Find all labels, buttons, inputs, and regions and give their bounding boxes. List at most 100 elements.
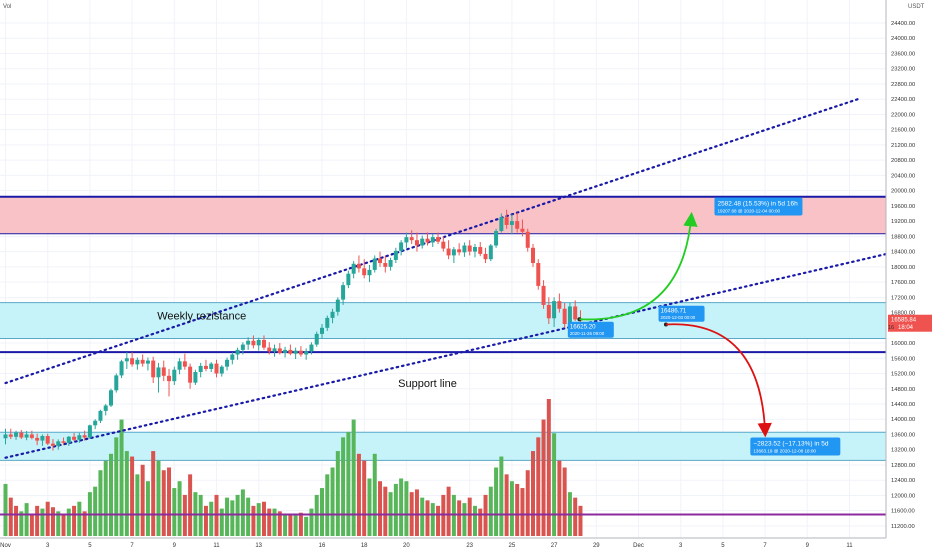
volume-bar — [141, 465, 145, 536]
volume-bar — [225, 498, 229, 536]
candle-body — [46, 436, 50, 444]
volume-bar — [120, 420, 124, 536]
candle-body — [283, 350, 287, 353]
currency-label: USDT — [908, 4, 925, 10]
volume-bar — [9, 498, 13, 536]
candle-body — [167, 376, 171, 381]
candle-body — [215, 364, 219, 374]
candle-body — [172, 370, 176, 381]
candle-body — [88, 425, 92, 437]
candle-body — [478, 247, 482, 254]
y-tick-label: 21200.00 — [891, 143, 915, 149]
candle-body — [325, 318, 329, 328]
candle-body — [410, 237, 414, 240]
volume-bar — [151, 451, 155, 536]
candle-body — [494, 231, 498, 245]
x-tick-label: 13 — [255, 543, 262, 549]
projection-label-sub: 19207.68 @ 2020-12-04 00:00 — [717, 208, 780, 213]
x-tick-label: 11 — [213, 543, 220, 549]
y-tick-label: 11600.00 — [891, 509, 915, 515]
last-price-value: 16585.84 — [891, 318, 917, 324]
candle-body — [552, 301, 556, 318]
candle-body — [209, 364, 213, 369]
volume-bar — [420, 498, 424, 536]
y-tick-label: 14800.00 — [891, 387, 915, 393]
volume-bar — [51, 507, 55, 536]
y-tick-label: 13200.00 — [891, 448, 915, 454]
volume-bar — [457, 500, 461, 536]
projection-label-sub: 13663.19 @ 2020-12-08 18:00 — [753, 449, 816, 454]
candle-body — [294, 351, 298, 354]
y-tick-label: 19200.00 — [891, 219, 915, 225]
y-tick-label: 18000.00 — [891, 265, 915, 271]
zone-rect — [0, 303, 886, 339]
volume-bar — [204, 506, 208, 536]
candle-body — [309, 345, 313, 352]
candle-body — [426, 239, 430, 243]
volume-bar — [362, 461, 366, 536]
candle-body — [563, 309, 567, 324]
candle-body — [473, 247, 477, 252]
candle-body — [278, 348, 282, 353]
candle-body — [40, 436, 44, 441]
candle-body — [357, 264, 361, 269]
candle-body — [141, 360, 145, 364]
volume-bar — [320, 488, 324, 536]
price-callout-sub: 2020-11-26 09:00 — [570, 331, 605, 336]
y-tick-label: 17200.00 — [891, 295, 915, 301]
projection-label-main: 2582.48 (15.53%) in 5d 16h — [717, 200, 798, 207]
volume-bar — [515, 484, 519, 536]
volume-bar — [46, 502, 50, 536]
candle-body — [515, 221, 519, 229]
x-tick-label: 18 — [361, 543, 368, 549]
price-callout-main: 16486.71 — [661, 308, 687, 315]
y-tick-label: 12400.00 — [891, 478, 915, 484]
candle-body — [199, 366, 203, 372]
volume-bar — [462, 503, 466, 536]
candle-body — [51, 444, 55, 446]
candle-body — [120, 361, 124, 375]
y-tick-label: 19600.00 — [891, 204, 915, 210]
candle-body — [130, 358, 134, 364]
candle-body — [288, 350, 292, 354]
candle-body — [489, 246, 493, 260]
volume-bar — [257, 503, 261, 536]
volume-bar — [230, 500, 234, 536]
volume-bar — [494, 468, 498, 537]
x-tick-label: Dec — [633, 543, 644, 549]
candle-body — [56, 441, 60, 446]
candle-body — [420, 239, 424, 246]
volume-bar — [341, 437, 345, 536]
volume-bar — [346, 432, 350, 536]
volume-bar — [357, 454, 361, 536]
candle-body — [104, 406, 108, 411]
y-tick-label: 21600.00 — [891, 128, 915, 134]
candle-body — [505, 217, 509, 225]
candle-body — [246, 341, 250, 345]
price-callout-main: 16625.20 — [570, 324, 596, 331]
x-tick-label: 25 — [509, 543, 516, 549]
annotation-text: Support line — [398, 378, 457, 390]
volume-bar — [383, 487, 387, 536]
volume-bar — [552, 433, 556, 536]
y-tick-label: 24000.00 — [891, 36, 915, 42]
volume-bar — [373, 454, 377, 536]
candle-body — [114, 375, 118, 390]
volume-bar — [526, 470, 530, 536]
trend-line-lower — [6, 241, 932, 458]
y-tick-label: 18400.00 — [891, 250, 915, 256]
volume-bar — [573, 498, 577, 536]
candle-body — [536, 263, 540, 286]
y-tick-label: 14000.00 — [891, 417, 915, 423]
volume-bar — [436, 506, 440, 536]
volume-bar — [283, 514, 287, 536]
volume-bar — [304, 517, 308, 536]
volume-bar — [40, 509, 44, 536]
volume-bar — [77, 502, 81, 536]
y-tick-label: 13600.00 — [891, 432, 915, 438]
candle-body — [267, 348, 271, 352]
volume-bar — [30, 514, 34, 536]
candle-body — [399, 242, 403, 250]
